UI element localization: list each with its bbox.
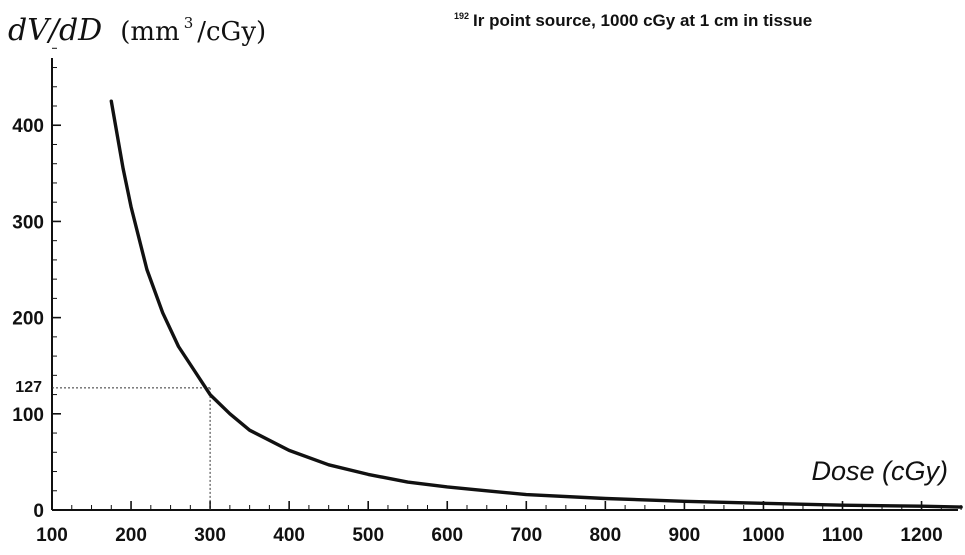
x-tick-label-300: 300 bbox=[194, 525, 226, 546]
x-tick-label-500: 500 bbox=[352, 525, 384, 546]
x-tick-label-1100: 1100 bbox=[822, 525, 863, 546]
svg-text:192 Ir point source, 1000: 192 Ir point source, 1000 cGy at 1 cm in… bbox=[454, 6, 812, 30]
y-tick-labels: 0 100 200 300 400 bbox=[12, 116, 44, 522]
reference-y-label: 127 bbox=[15, 379, 42, 396]
x-tick-label-1000: 1000 bbox=[742, 525, 784, 546]
y-tick-label-200: 200 bbox=[12, 309, 44, 330]
y-axis-label-unit: (mm bbox=[120, 17, 179, 47]
chart-title-superscript: 192 bbox=[454, 11, 469, 21]
x-tick-label-600: 600 bbox=[431, 525, 463, 546]
y-axis-label-main: dV/dD bbox=[8, 13, 102, 48]
y-axis-label-unit-rest: /cGy) bbox=[197, 17, 266, 47]
y-tick-label-0: 0 bbox=[33, 501, 44, 522]
y-tick-label-400: 400 bbox=[12, 116, 44, 137]
svg-text:dV/dD (mm 3 /cGy): dV/dD (mm 3 /cGy) bbox=[8, 13, 266, 48]
x-axis-label: Dose (cGy) bbox=[811, 456, 948, 486]
axis-ticks bbox=[51, 47, 962, 511]
x-tick-label-100: 100 bbox=[36, 525, 68, 546]
x-tick-label-900: 900 bbox=[669, 525, 701, 546]
x-tick-label-1200: 1200 bbox=[900, 525, 942, 546]
y-tick-label-300: 300 bbox=[12, 212, 44, 233]
x-tick-labels: 100 200 300 400 500 600 700 800 900 1000 1100 1200 bbox=[36, 525, 943, 546]
x-tick-label-400: 400 bbox=[273, 525, 305, 546]
chart-title: Ir point source, 1000 cGy at 1 cm in tis… bbox=[473, 11, 812, 30]
x-tick-label-700: 700 bbox=[510, 525, 542, 546]
y-axis-label-unit-superscript: 3 bbox=[184, 14, 194, 32]
y-tick-label-100: 100 bbox=[12, 405, 44, 426]
x-tick-label-800: 800 bbox=[589, 525, 621, 546]
dose-volume-curve bbox=[109, 99, 963, 509]
x-tick-label-200: 200 bbox=[115, 525, 147, 546]
